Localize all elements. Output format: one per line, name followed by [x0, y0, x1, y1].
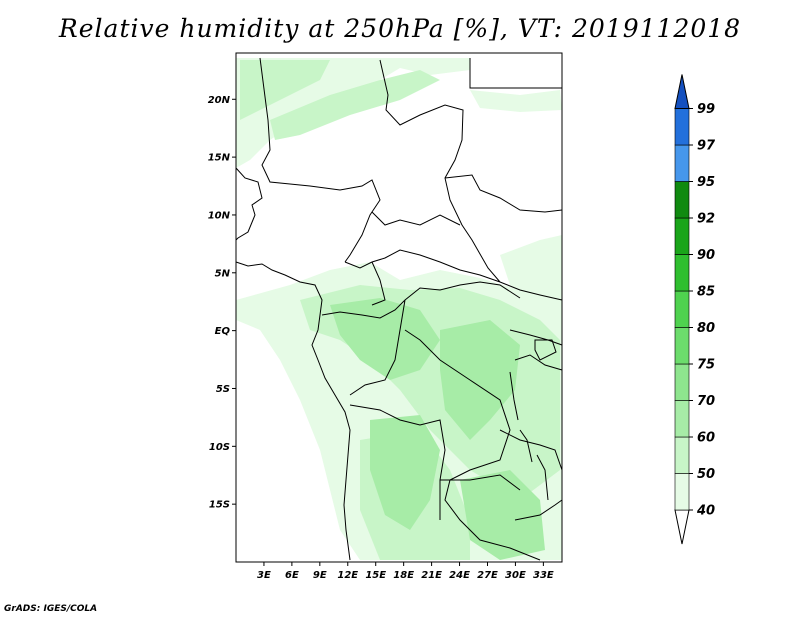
colorbar-label: 70 — [697, 394, 715, 409]
lon-tick-label: 9E — [313, 570, 327, 581]
lon-tick-label: 12E — [337, 570, 358, 581]
humidity-fill-60 — [460, 470, 545, 560]
map-frame — [235, 52, 563, 563]
lon-tick-label: 6E — [285, 570, 299, 581]
colorbar-swatch — [674, 363, 690, 401]
lon-tick-label: 33E — [533, 570, 554, 581]
lon-tick-label: 27E — [477, 570, 498, 581]
humidity-fill-40 — [500, 235, 562, 300]
colorbar-swatches — [674, 74, 690, 545]
lat-tick-label: 5S — [216, 384, 230, 395]
colorbar-label: 95 — [697, 175, 715, 190]
colorbar-labels: 40 50 60 70 75 80 85 90 92 95 97 99 — [689, 102, 716, 519]
colorbar-swatch — [674, 327, 690, 365]
colorbar-swatch — [674, 290, 690, 328]
lon-tick-label: 24E — [449, 570, 470, 581]
colorbar-label: 97 — [697, 139, 716, 154]
colorbar-label: 92 — [697, 212, 715, 227]
colorbar-label: 85 — [697, 285, 715, 300]
lat-tick-label: 5N — [215, 268, 231, 279]
humidity-fill-60 — [370, 415, 440, 530]
latitude-axis: 20N 15N 10N 5N EQ 5S 10S 15S — [208, 95, 236, 511]
colorbar-swatch — [674, 254, 690, 292]
colorbar-label: 60 — [697, 431, 715, 446]
lon-tick-label: 3E — [257, 570, 271, 581]
lat-tick-label: 15N — [208, 153, 231, 164]
colorbar-bottom-arrow — [674, 509, 690, 545]
lat-tick-label: 10S — [209, 442, 230, 453]
lat-tick-label: 15S — [209, 500, 230, 511]
lon-tick-label: 15E — [365, 570, 386, 581]
colorbar-swatch — [674, 144, 690, 182]
colorbar-label: 75 — [697, 358, 715, 373]
grads-credit: GrADS: IGES/COLA — [4, 604, 98, 614]
border-lines — [259, 57, 563, 561]
colorbar-label: 40 — [696, 504, 715, 519]
colorbar-label: 80 — [697, 321, 715, 336]
colorbar-label: 90 — [697, 248, 715, 263]
humidity-fill-60 — [330, 298, 440, 380]
lon-tick-label: 21E — [421, 570, 442, 581]
colorbar-label: 50 — [697, 467, 715, 482]
humidity-fill-40 — [470, 90, 562, 112]
humidity-fill-60 — [440, 320, 520, 440]
lat-tick-label: 10N — [208, 210, 231, 221]
lat-tick-label: EQ — [215, 326, 231, 337]
lon-tick-label: 18E — [393, 570, 414, 581]
colorbar-swatch — [674, 181, 690, 219]
lat-tick-label: 20N — [208, 95, 231, 106]
longitude-axis: 3E 6E 9E 12E 15E 18E 21E 24E 27E 30E 33E — [257, 562, 554, 581]
humidity-fill-50 — [270, 70, 440, 140]
colorbar-label: 99 — [697, 102, 715, 117]
lon-tick-label: 30E — [505, 570, 526, 581]
colorbar-swatch — [674, 473, 690, 511]
colorbar-swatch — [674, 436, 690, 474]
lake-outlines — [509, 339, 557, 501]
colorbar-top-arrow — [674, 74, 690, 109]
map-title: Relative humidity at 250hPa [%], VT: 201… — [58, 14, 742, 43]
colorbar-swatch — [674, 400, 690, 438]
coastline — [235, 167, 351, 561]
country-borders — [235, 57, 563, 561]
colorbar-swatch — [674, 217, 690, 255]
colorbar-swatch — [674, 108, 690, 146]
